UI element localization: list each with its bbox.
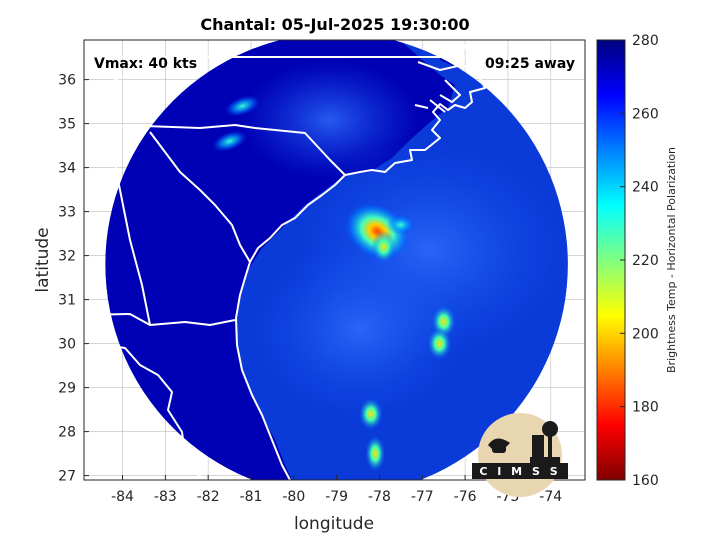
east-coast-line	[235, 40, 486, 480]
y-axis-label: latitude	[33, 227, 53, 292]
coastlines	[84, 40, 486, 480]
colorbar-tick-label: 260	[632, 106, 659, 122]
outer-banks	[417, 61, 476, 73]
colorbar-tick-label: 160	[632, 473, 659, 489]
y-tick-label: 27	[58, 469, 76, 485]
nc-sc-border	[84, 124, 346, 176]
colorbar-tick-label: 240	[632, 180, 659, 196]
x-axis-label: longitude	[294, 514, 374, 534]
brightness-features	[212, 95, 456, 472]
y-tick-label: 28	[58, 425, 76, 441]
logo-text: C I M S S	[479, 465, 560, 478]
sounds	[414, 79, 461, 113]
interior-borders	[84, 71, 136, 206]
y-axis-ticks: 27 28 29 30 31 32 33 34 35 36	[58, 73, 89, 485]
satellite-swath	[105, 40, 568, 480]
y-tick-label: 29	[58, 381, 76, 397]
colorbar-tick-label: 200	[632, 326, 659, 342]
colorbar-tick-label: 280	[632, 33, 659, 49]
colorbar: 160 180 200 220 240 260 280 Brightness Temp - …	[596, 33, 678, 489]
feature-rainband	[371, 230, 396, 263]
y-tick-label: 30	[58, 337, 76, 353]
x-tick-label: -82	[197, 489, 220, 505]
x-tick-label: -77	[411, 489, 434, 505]
feature-rainband	[358, 398, 383, 430]
vmax-annotation: Vmax: 40 kts	[94, 56, 197, 72]
ga-al-border	[109, 125, 236, 326]
y-tick-label: 33	[58, 205, 76, 221]
y-tick-label: 31	[58, 293, 76, 309]
y-tick-label: 32	[58, 249, 76, 265]
x-tick-label: -74	[539, 489, 562, 505]
y-tick-label: 35	[58, 117, 76, 133]
fl-panhandle-border	[84, 313, 151, 326]
x-tick-label: -83	[154, 489, 177, 505]
x-tick-label: -81	[240, 489, 263, 505]
x-tick-label: -80	[282, 489, 305, 505]
time-away-annotation: 09:25 away	[485, 56, 575, 72]
feature-rainband	[427, 327, 452, 360]
colorbar-ticks: 160 180 200 220 240 260 280	[620, 33, 659, 489]
chart-title: Chantal: 05-Jul-2025 19:30:00	[200, 15, 469, 34]
feature-convection	[212, 130, 247, 152]
x-tick-label: -79	[325, 489, 348, 505]
colorbar-tick-label: 220	[632, 253, 659, 269]
x-tick-label: -84	[111, 489, 134, 505]
x-tick-label: -76	[454, 489, 477, 505]
gulf-coast	[84, 344, 206, 480]
x-axis-ticks: -84 -83 -82 -81 -80 -79 -78 -77 -76 -75 -74	[111, 475, 562, 505]
x-tick-label: -78	[368, 489, 391, 505]
colorbar-tick-label: 180	[632, 400, 659, 416]
axes-frame	[83, 39, 586, 481]
cimss-logo: C I M S S	[472, 413, 568, 497]
feature-rainband	[386, 214, 415, 235]
colorbar-label: Brightness Temp - Horizontal Polarizatio…	[665, 147, 678, 373]
feature-convection	[225, 95, 260, 117]
sc-ga-border	[149, 131, 251, 263]
y-tick-label: 34	[58, 161, 76, 177]
feature-rainband	[365, 435, 386, 472]
y-tick-label: 36	[58, 73, 76, 89]
